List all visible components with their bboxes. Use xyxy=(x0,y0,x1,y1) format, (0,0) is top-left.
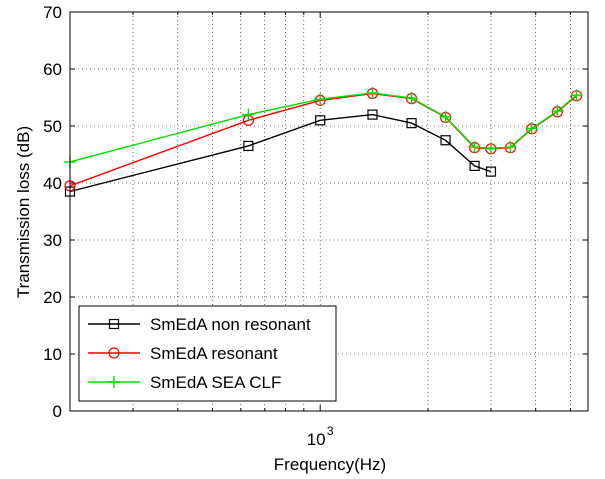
legend-item: SmEdA non resonant xyxy=(88,315,311,334)
x-tick-label-exponent: 3 xyxy=(327,424,334,438)
y-tick-label: 50 xyxy=(43,117,62,136)
y-tick-label: 0 xyxy=(53,402,62,421)
data-point-plus xyxy=(314,93,327,106)
y-tick-label: 30 xyxy=(43,231,62,250)
data-point-plus xyxy=(484,142,497,155)
legend-label: SmEdA non resonant xyxy=(150,315,311,334)
y-tick-label: 20 xyxy=(43,288,62,307)
data-point-square xyxy=(406,118,417,129)
data-point-square xyxy=(243,140,254,152)
data-point-square xyxy=(108,318,120,330)
data-point-plus xyxy=(525,122,538,135)
y-axis-label: Transmission loss (dB) xyxy=(14,126,33,298)
y-tick-label: 70 xyxy=(43,3,62,22)
data-point-plus xyxy=(242,108,255,121)
series-1 xyxy=(64,109,497,197)
data-point-plus xyxy=(366,86,379,99)
plot-frame xyxy=(69,11,589,412)
series-line xyxy=(69,92,577,163)
data-point-plus xyxy=(504,141,517,154)
data-point-square xyxy=(485,166,497,177)
y-tick-label: 60 xyxy=(43,60,62,79)
data-point-plus xyxy=(405,92,418,105)
data-point-square xyxy=(469,160,480,171)
data-point-plus xyxy=(439,110,452,123)
data-point-square xyxy=(440,135,451,146)
legend-label: SmEdA SEA CLF xyxy=(150,373,281,392)
y-tick-label: 40 xyxy=(43,174,62,193)
y-tick-label: 10 xyxy=(43,345,62,364)
data-point-square xyxy=(367,109,378,120)
x-axis-label: Frequency(Hz) xyxy=(274,455,386,474)
legend-item: SmEdA resonant xyxy=(88,344,278,363)
legend: SmEdA non resonant SmEdA resonant SmEdA SE… xyxy=(78,305,337,402)
data-point-plus xyxy=(108,376,120,388)
legend-item: SmEdA SEA CLF xyxy=(88,373,281,392)
data-point-plus xyxy=(468,141,481,154)
data-point-plus xyxy=(570,89,583,102)
data-point-circle xyxy=(108,347,120,359)
legend-label: SmEdA resonant xyxy=(150,344,278,363)
data-point-square xyxy=(315,115,326,126)
legend-box xyxy=(78,305,337,402)
x-tick-label-base: 10 xyxy=(307,430,326,449)
data-point-plus xyxy=(551,105,564,118)
